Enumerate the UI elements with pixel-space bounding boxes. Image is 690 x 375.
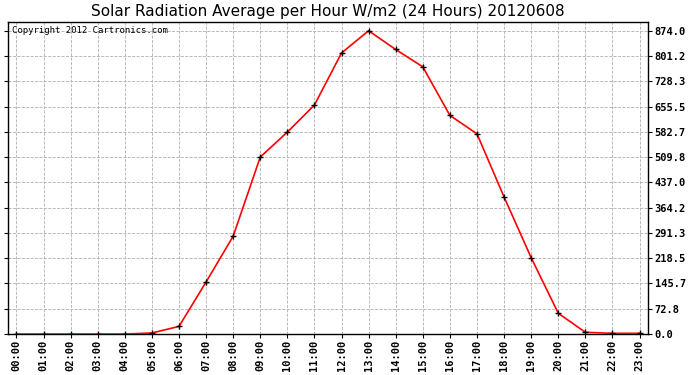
Text: Copyright 2012 Cartronics.com: Copyright 2012 Cartronics.com xyxy=(12,26,168,35)
Title: Solar Radiation Average per Hour W/m2 (24 Hours) 20120608: Solar Radiation Average per Hour W/m2 (2… xyxy=(91,4,565,19)
